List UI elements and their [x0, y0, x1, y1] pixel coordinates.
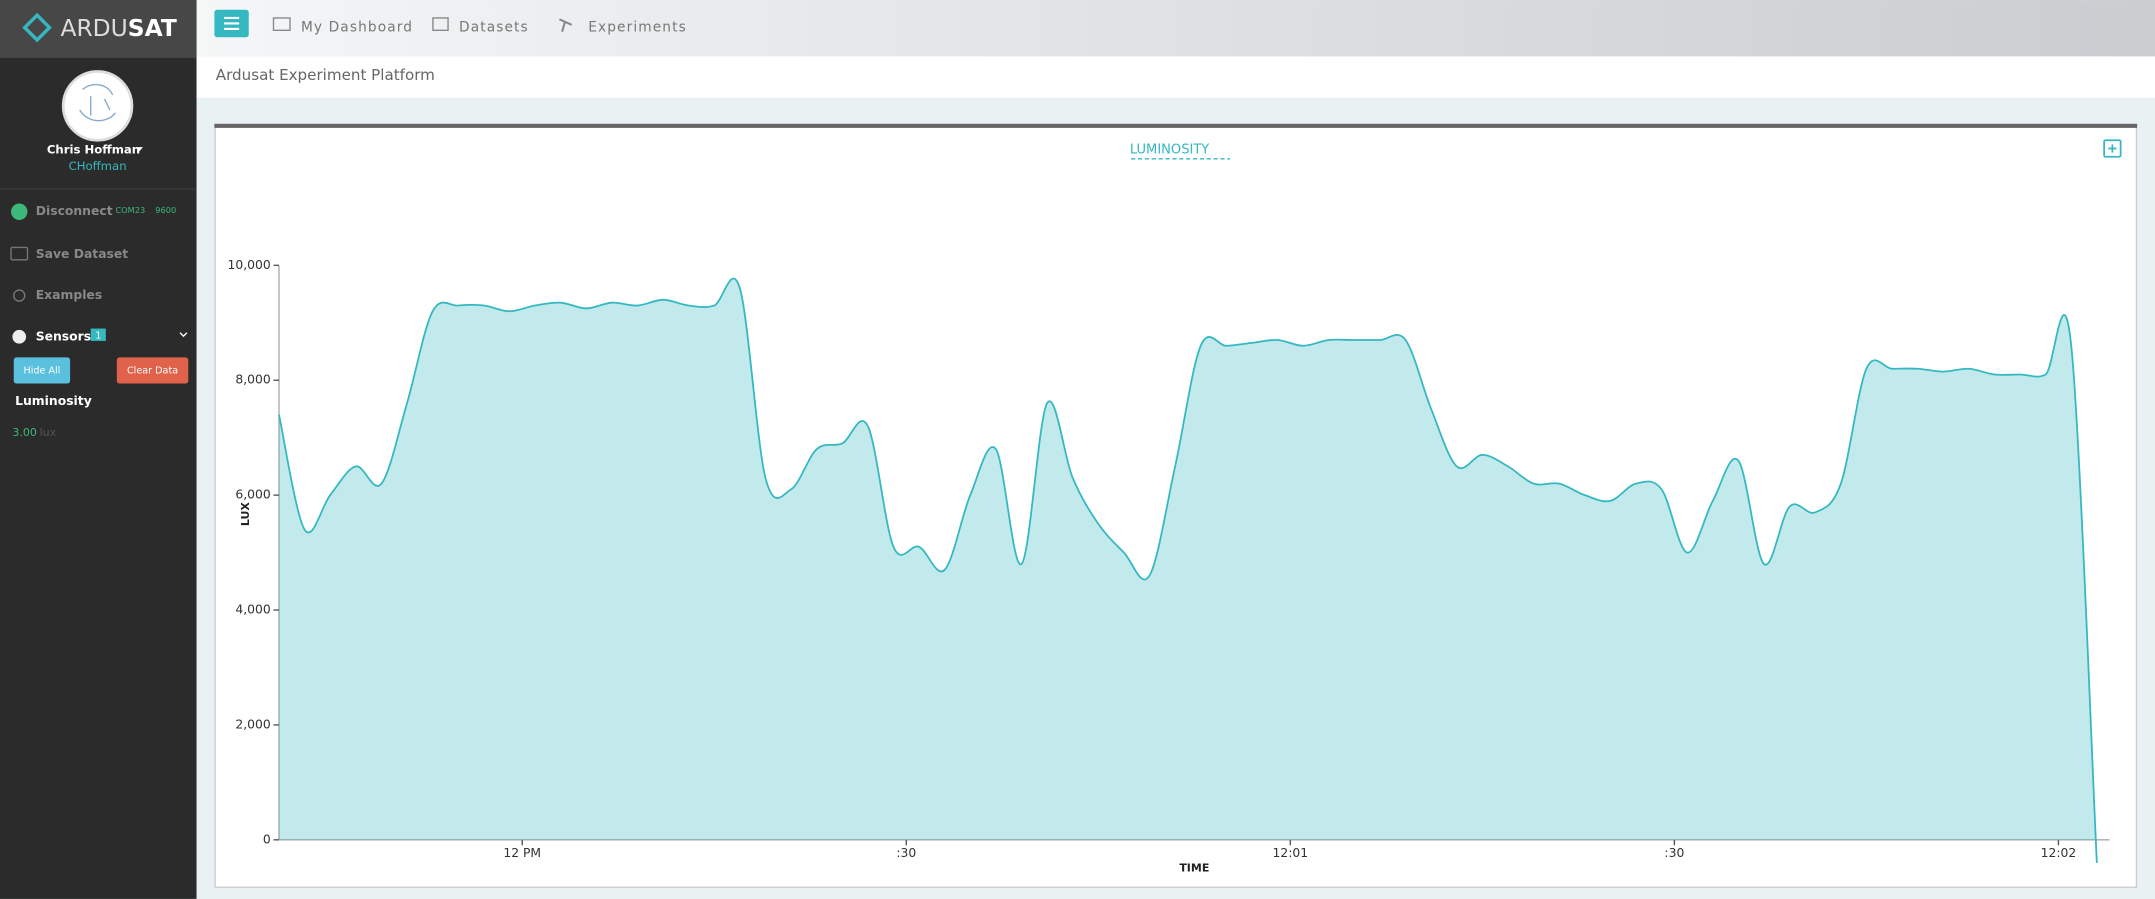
y-tick-label: 10,000 [227, 258, 270, 272]
save-icon [10, 246, 29, 261]
x-tick-label: 12:01 [1273, 846, 1309, 860]
logo-part: SAT [128, 13, 177, 41]
sidebar [0, 0, 197, 899]
area-line [278, 277, 2098, 863]
chart-panel [214, 125, 2138, 888]
expand-icon [2108, 144, 2117, 153]
user-handle: CHoffman [69, 159, 127, 173]
expand-button[interactable] [2103, 139, 2122, 158]
button-label: Hide All [23, 365, 60, 376]
examples-icon [13, 289, 26, 302]
disconnect-icon [10, 203, 28, 220]
subtitle-bar [196, 56, 2155, 98]
logo-bar [0, 0, 197, 58]
badge [90, 328, 106, 341]
sidebar-item[interactable]: Save Dataset [36, 247, 129, 261]
nav-link[interactable]: Datasets [459, 20, 529, 36]
port: COM23 [115, 205, 145, 215]
button-label: Clear Data [127, 365, 178, 376]
avatar-sketch [79, 83, 116, 122]
sidebar-item[interactable]: Disconnect [36, 204, 113, 218]
caret [136, 147, 143, 152]
top-bar [196, 0, 2155, 57]
x-tick-label: 12 PM [503, 846, 541, 860]
reading-unit: lux [40, 426, 57, 439]
x-axis-label: TIME [1179, 862, 1209, 875]
y-tick-label: 2,000 [235, 717, 271, 731]
logo-part: ARDU [60, 13, 127, 41]
panel-border [214, 123, 2138, 128]
nav-link[interactable]: My Dashboard [301, 20, 413, 36]
x-tick-label: :30 [1664, 846, 1684, 860]
sensors-icon [12, 329, 27, 344]
logo-text: ARDUSAT [60, 13, 176, 41]
dashboard-icon [272, 17, 291, 32]
experiments-icon [558, 18, 573, 32]
y-tick-label: 0 [263, 832, 271, 846]
nav-link[interactable]: Experiments [588, 20, 687, 36]
menu-icon [224, 16, 240, 31]
y-tick-label: 8,000 [235, 373, 271, 387]
sensor-name[interactable]: Luminosity [15, 394, 92, 408]
chart-title[interactable]: LUMINOSITY [1130, 142, 1209, 157]
baud: 9600 [155, 205, 176, 215]
y-axis-label: LUX [239, 502, 252, 527]
y-tick-label: 4,000 [235, 603, 271, 617]
sidebar-item[interactable]: Examples [36, 288, 102, 302]
sidebar-item[interactable]: Sensors [36, 329, 91, 343]
hide-all-button[interactable] [13, 357, 71, 384]
x-tick-label: 12:02 [2041, 846, 2077, 860]
y-tick-label: 6,000 [235, 488, 271, 502]
badge-count: 1 [95, 330, 101, 341]
reading-value: 3.00 [12, 426, 36, 439]
logo-icon [22, 12, 52, 43]
divider [0, 188, 197, 190]
datasets-icon [432, 17, 449, 32]
sensor-reading: 3.00 lux [12, 426, 56, 439]
clear-data-button[interactable] [116, 357, 189, 384]
page-subtitle: Ardusat Experiment Platform [216, 66, 435, 84]
user-name[interactable]: Chris Hoffman [47, 142, 140, 156]
avatar[interactable] [61, 70, 134, 142]
chevron[interactable] [179, 332, 188, 338]
plot: 0 2,000 4,000 6,000 8,000 10,000 12 PM :30 12:01… [227, 258, 2110, 863]
x-tick-label: :30 [896, 846, 916, 860]
area-fill [278, 278, 2097, 863]
